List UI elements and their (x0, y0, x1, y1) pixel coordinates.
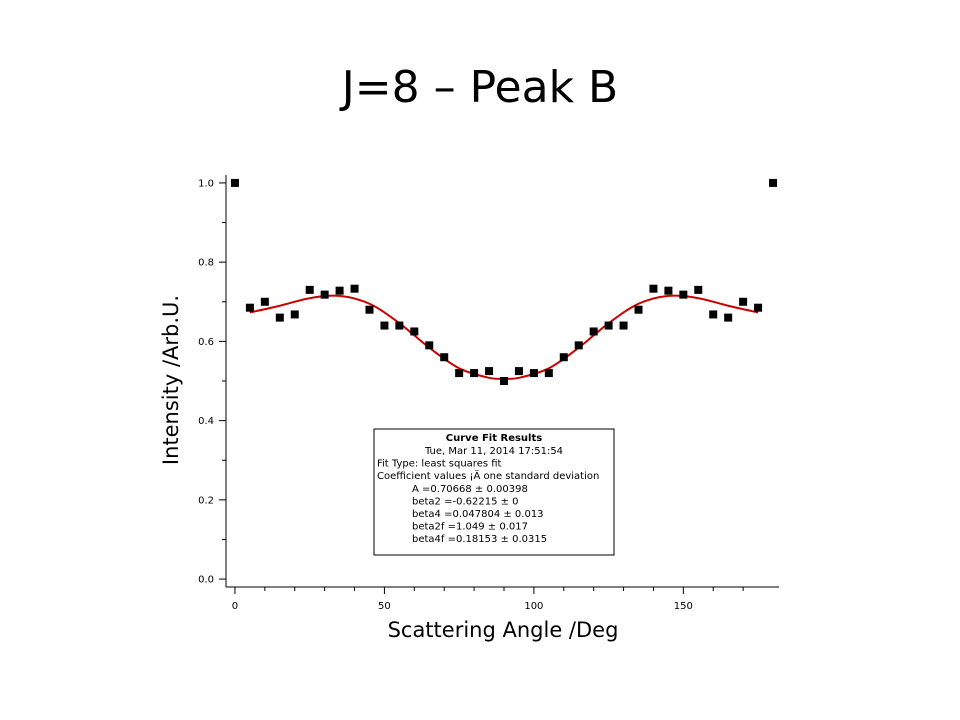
data-point (634, 305, 643, 314)
data-point (455, 369, 464, 378)
data-point (574, 341, 583, 350)
data-point (470, 369, 479, 378)
data-point (544, 369, 553, 378)
data-point (260, 297, 269, 306)
data-point (769, 178, 778, 187)
data-point (679, 290, 688, 299)
data-point (664, 286, 673, 295)
fit-results-frame (373, 428, 615, 556)
x-tick-label: 100 (524, 601, 543, 612)
data-point (589, 327, 598, 336)
data-point (245, 303, 254, 312)
data-point (529, 369, 538, 378)
data-point (350, 284, 359, 293)
fit-results-line: Fit Type: least squares fit (377, 459, 502, 470)
y-tick-label: 0.4 (198, 416, 214, 427)
fit-results-box: Curve Fit Results Tue, Mar 11, 2014 17:51… (373, 428, 615, 556)
data-point (440, 353, 449, 362)
y-tick-label: 0.8 (198, 258, 214, 269)
x-tick-label: 50 (378, 601, 391, 612)
plot-axes: 0.0 0.2 0.4 0.6 0.8 1.0 0 50 100 150 (198, 175, 779, 612)
slide-title: J=8 – Peak B (341, 62, 619, 113)
data-point (604, 321, 613, 330)
x-tick-label: 150 (674, 601, 693, 612)
fit-results-line: A =0.70668 ± 0.00398 (412, 484, 528, 495)
fit-results-title: Curve Fit Results (446, 433, 542, 444)
data-point (485, 367, 494, 376)
data-point (649, 284, 658, 293)
data-point (514, 367, 523, 376)
data-point (724, 313, 733, 322)
fit-results-line: beta2f =1.049 ± 0.017 (412, 522, 528, 533)
fit-results-line: beta4f =0.18153 ± 0.0315 (412, 534, 547, 545)
data-point (275, 313, 284, 322)
fit-results-line: Tue, Mar 11, 2014 17:51:54 (424, 446, 563, 457)
y-tick-label: 0.6 (198, 337, 214, 348)
x-axis-label: Scattering Angle /Deg (388, 618, 619, 642)
y-tick-label: 0.2 (198, 495, 214, 506)
data-point (380, 321, 389, 330)
fit-results-line: beta4 =0.047804 ± 0.013 (412, 509, 544, 520)
data-point (230, 178, 239, 187)
data-point (335, 286, 344, 295)
data-point (619, 321, 628, 330)
data-point (410, 327, 419, 336)
data-point (365, 305, 374, 314)
y-axis-label: Intensity /Arb.U. (159, 295, 183, 465)
data-point (320, 290, 329, 299)
data-point (305, 285, 314, 294)
fit-results-line: Coefficient values ¡Ä one standard devia… (377, 469, 599, 482)
x-tick-label: 0 (232, 601, 238, 612)
points-layer (230, 178, 778, 385)
data-point (709, 310, 718, 319)
data-point (290, 310, 299, 319)
fit-results-line: beta2 =-0.62215 ± 0 (412, 496, 519, 507)
y-tick-label: 1.0 (198, 178, 214, 189)
data-point (739, 297, 748, 306)
data-point (559, 353, 568, 362)
data-point (395, 321, 404, 330)
fit-layer (249, 294, 759, 380)
fit-curve (249, 294, 759, 380)
y-tick-label: 0.0 (198, 575, 214, 586)
data-point (694, 285, 703, 294)
data-point (754, 303, 763, 312)
data-point (425, 341, 434, 350)
data-point (499, 377, 508, 385)
